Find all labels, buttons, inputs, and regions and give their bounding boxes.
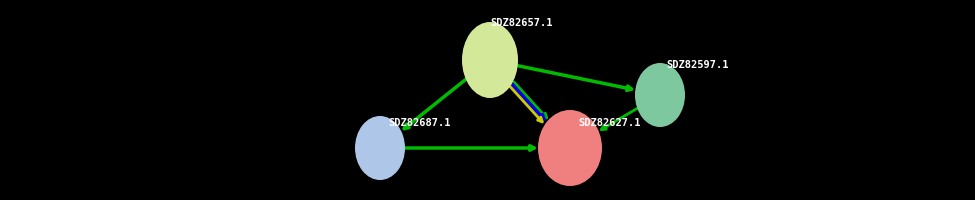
Ellipse shape	[462, 22, 518, 98]
Text: SDZ82597.1: SDZ82597.1	[666, 60, 728, 70]
Text: SDZ82657.1: SDZ82657.1	[490, 18, 553, 28]
Ellipse shape	[355, 116, 405, 180]
Text: SDZ82687.1: SDZ82687.1	[388, 118, 450, 128]
Ellipse shape	[538, 110, 602, 186]
Text: SDZ82627.1: SDZ82627.1	[578, 118, 641, 128]
Ellipse shape	[635, 63, 685, 127]
